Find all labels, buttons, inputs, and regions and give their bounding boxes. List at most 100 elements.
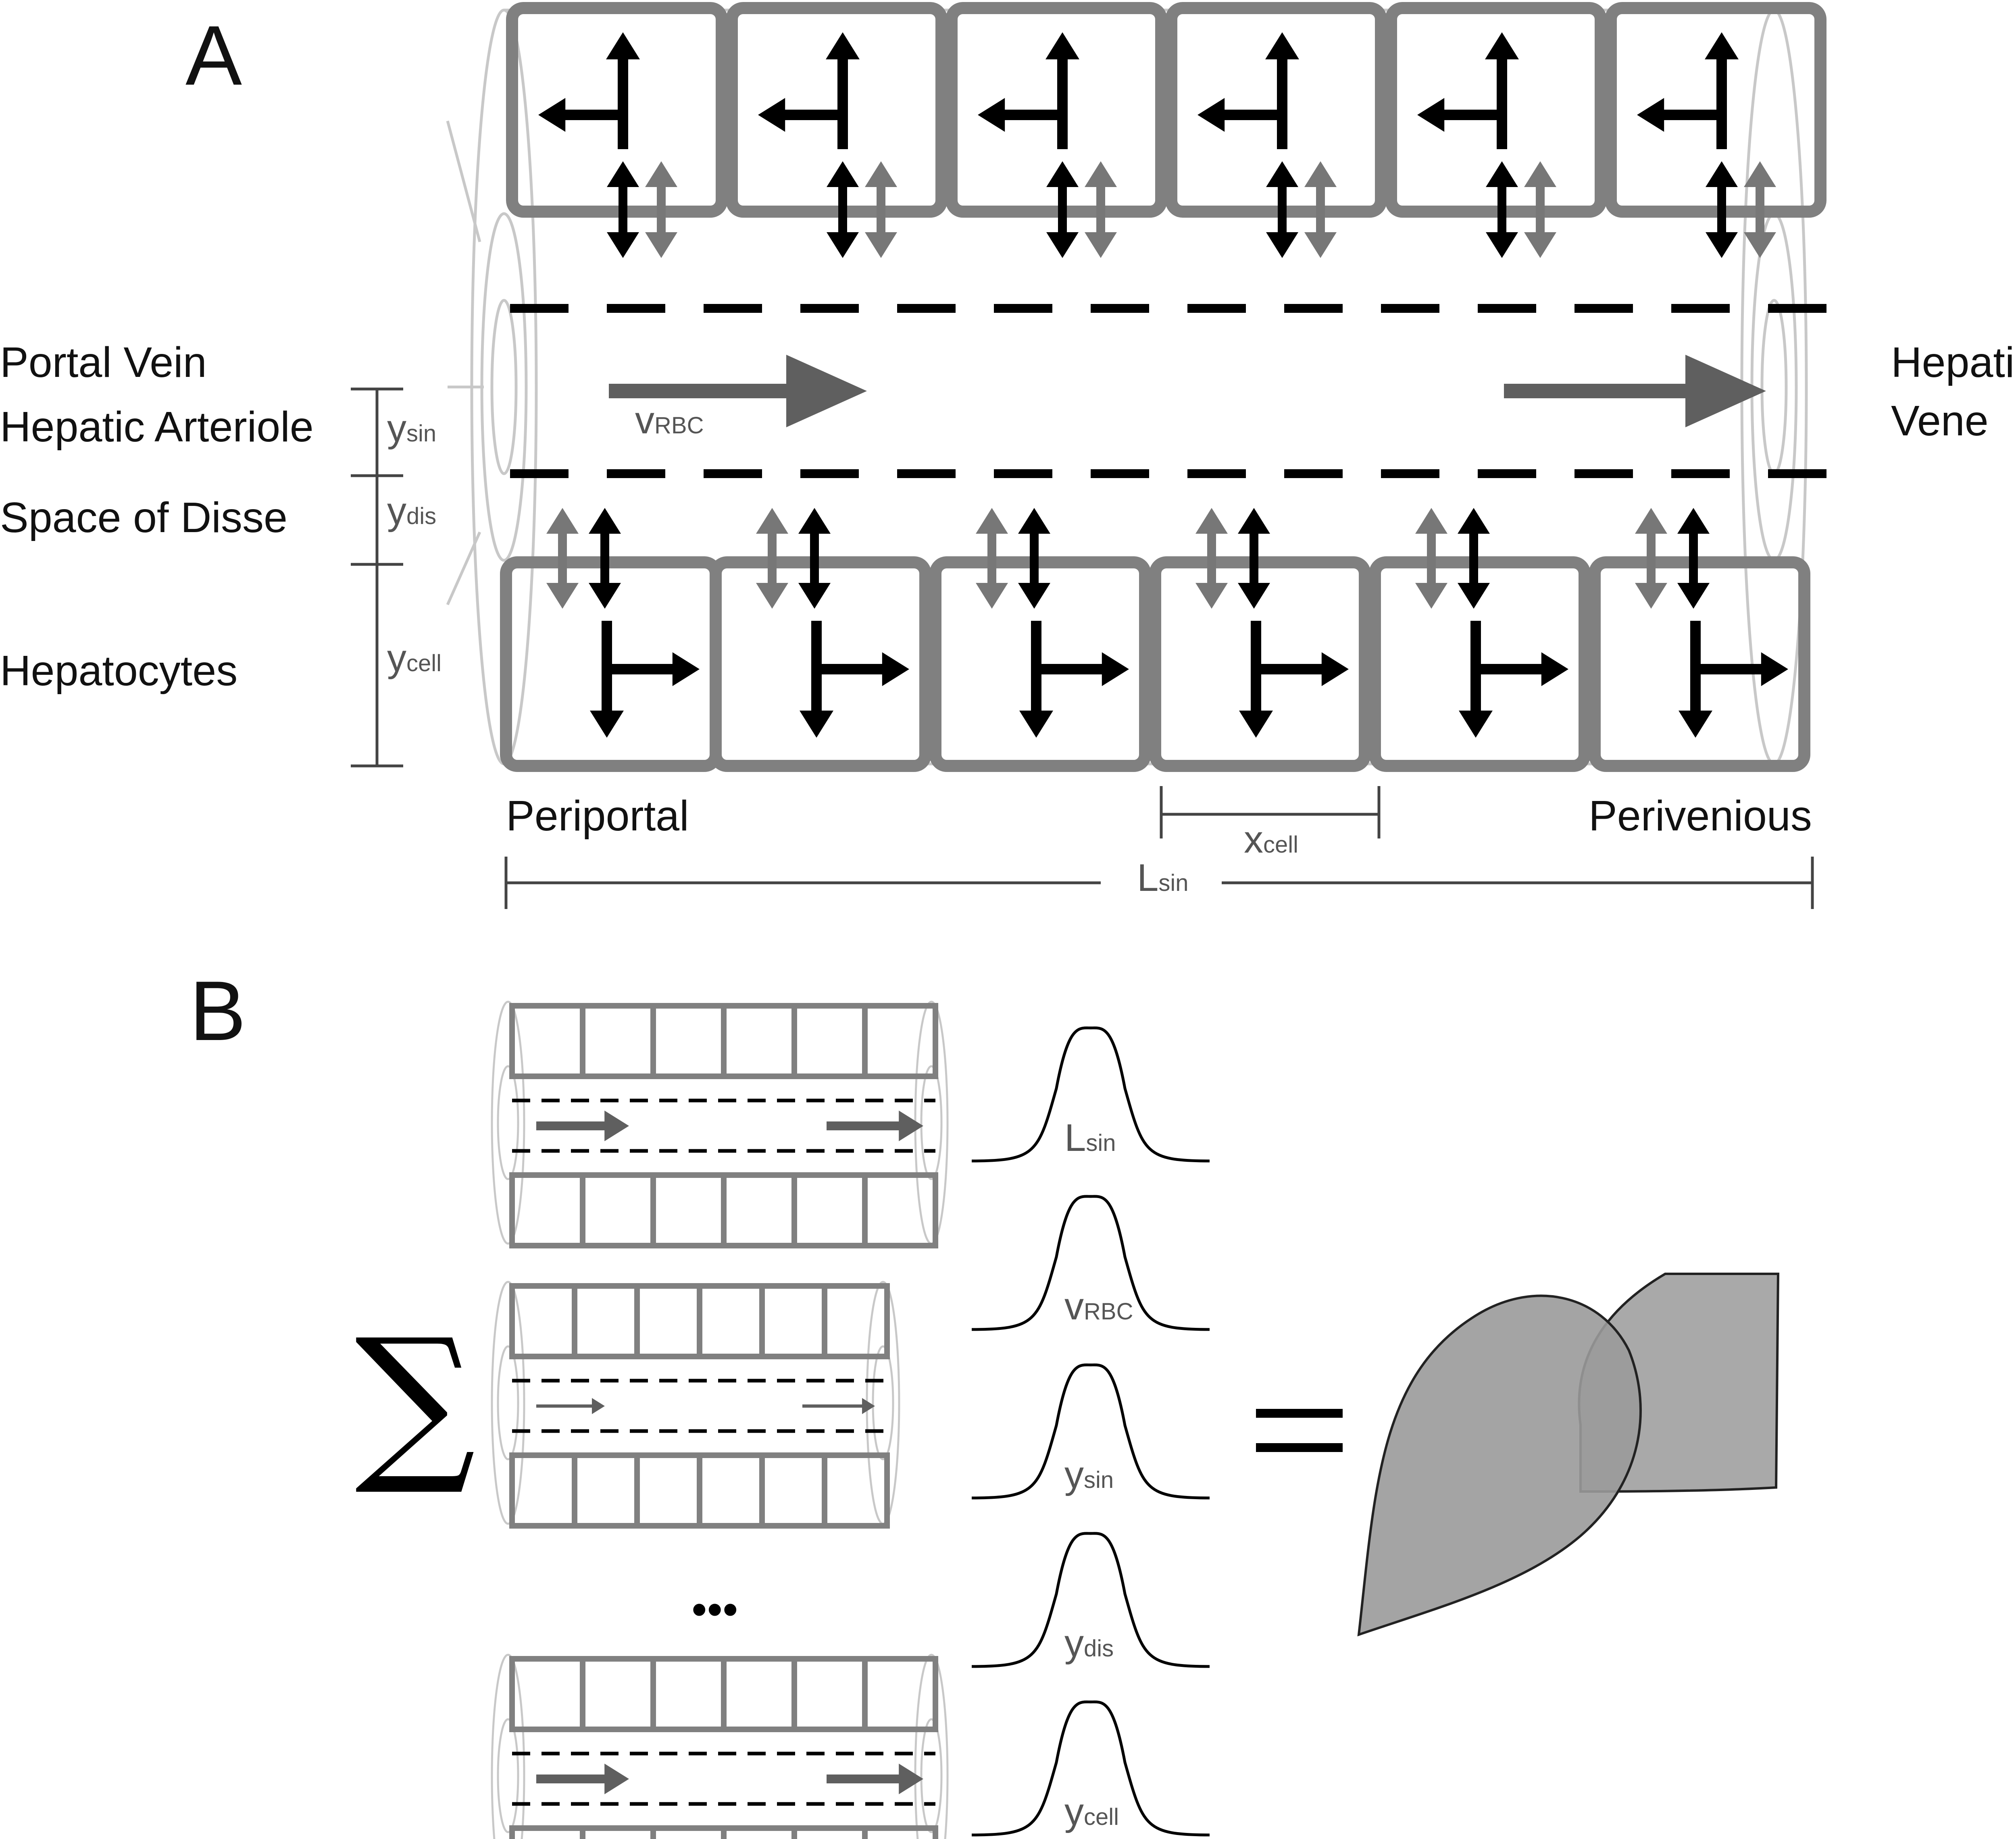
mini-cell xyxy=(791,1825,868,1839)
distribution-curve: vRBC xyxy=(971,1195,1210,1331)
mini-cell xyxy=(822,1283,890,1359)
mini-cell xyxy=(580,1172,656,1248)
mini-cell xyxy=(697,1452,765,1529)
mini-flow-arrow xyxy=(827,1764,923,1794)
mini-cell xyxy=(572,1452,640,1529)
blood-flow-arrows xyxy=(609,355,1766,427)
uptake-arrow-down xyxy=(1019,621,1053,738)
uptake-arrow-up xyxy=(1045,32,1079,149)
mini-cell xyxy=(509,1825,585,1839)
mini-cell xyxy=(791,1656,868,1732)
distribution-label: ydis xyxy=(1064,1622,1114,1665)
distribution-label: Lsin xyxy=(1064,1116,1116,1159)
hepatocyte-cell-top xyxy=(1605,2,1826,218)
mini-cell xyxy=(650,1172,727,1248)
space-of-disse-label: Space of Disse xyxy=(0,494,287,541)
mini-cell xyxy=(791,1172,868,1248)
mini-cell xyxy=(791,1003,868,1079)
vertical-dimension-bar xyxy=(351,387,403,768)
uptake-arrow-right xyxy=(816,652,909,686)
exchange-arrow-black-top xyxy=(607,161,639,258)
exchange-arrows xyxy=(546,161,1776,609)
exchange-arrow-grey-bottom xyxy=(1415,508,1447,609)
mini-cell xyxy=(650,1825,727,1839)
uptake-arrow-left xyxy=(1417,98,1502,132)
distribution-label: vRBC xyxy=(1064,1285,1133,1328)
mini-flow-arrow xyxy=(827,1111,923,1141)
uptake-arrow-down xyxy=(800,621,833,738)
sum-symbol: ∑ xyxy=(355,1302,476,1500)
portal-vein-label: Portal Vein xyxy=(0,339,207,386)
mini-cell xyxy=(572,1283,640,1359)
uptake-arrow-left xyxy=(538,98,623,132)
exchange-arrow-black-top xyxy=(1706,161,1738,258)
uptake-arrow-down xyxy=(1239,621,1273,738)
endothelium-dashed-lines xyxy=(510,304,1826,478)
uptake-arrow-up xyxy=(606,32,640,149)
uptake-arrow-right xyxy=(1256,652,1349,686)
uptake-arrow-up xyxy=(1485,32,1519,149)
mini-cell xyxy=(822,1452,890,1529)
exchange-arrow-grey-bottom xyxy=(976,508,1008,609)
mini-cell xyxy=(721,1003,797,1079)
mini-flow-arrow xyxy=(802,1398,875,1414)
hepatocyte-cell-bottom xyxy=(1369,556,1591,772)
panel-label-a: A xyxy=(185,8,242,103)
hepatocytes-label: Hepatocytes xyxy=(0,647,237,695)
mini-cell xyxy=(650,1003,727,1079)
mini-sinusoid xyxy=(491,1654,949,1839)
mini-flow-arrow xyxy=(536,1764,629,1794)
mini-sinusoid xyxy=(491,1281,900,1529)
exchange-arrow-black-top xyxy=(1266,161,1298,258)
hepatocyte-cell-top xyxy=(946,2,1167,218)
uptake-arrow-right xyxy=(607,652,700,686)
mini-sinusoid-models xyxy=(491,1001,949,1839)
uptake-arrow-down xyxy=(590,621,624,738)
mini-cell xyxy=(759,1452,827,1529)
y-dis-label: ydis xyxy=(387,489,436,533)
uptake-arrow-left xyxy=(978,98,1062,132)
mini-sinusoid xyxy=(491,1001,949,1248)
exchange-arrow-black-bottom xyxy=(798,508,831,609)
mini-cell xyxy=(580,1825,656,1839)
mini-cell xyxy=(862,1003,938,1079)
uptake-arrow-left xyxy=(1637,98,1722,132)
exchange-arrow-grey-bottom xyxy=(756,508,788,609)
hepatocytes-bottom-row xyxy=(500,556,1810,772)
mini-cell xyxy=(721,1656,797,1732)
distribution-curve: Lsin xyxy=(971,1026,1210,1163)
parameter-distributions: Lsin vRBC ysin ydis ycell xyxy=(971,1026,1210,1837)
exchange-arrow-black-bottom xyxy=(1238,508,1270,609)
mini-cell xyxy=(580,1656,656,1732)
exchange-arrow-grey-bottom xyxy=(1195,508,1228,609)
mini-cell xyxy=(759,1283,827,1359)
uptake-arrow-down xyxy=(1679,621,1712,738)
hepatocyte-cell-bottom xyxy=(1589,556,1810,772)
l-sin-label: Lsin xyxy=(1137,856,1189,899)
panel-label-b: B xyxy=(190,963,246,1058)
equals-sign xyxy=(1256,1409,1343,1452)
distribution-label: ysin xyxy=(1064,1453,1114,1496)
mini-cell xyxy=(650,1656,727,1732)
uptake-arrow-up xyxy=(1705,32,1739,149)
exchange-arrow-black-bottom xyxy=(589,508,621,609)
hepatocyte-cell-bottom xyxy=(929,556,1151,772)
y-cell-label: ycell xyxy=(387,637,442,680)
mini-cell xyxy=(862,1172,938,1248)
v-rbc-label: vRBC xyxy=(635,399,704,442)
exchange-arrow-black-bottom xyxy=(1677,508,1710,609)
uptake-arrow-right xyxy=(1695,652,1788,686)
y-sin-label: ysin xyxy=(387,407,436,450)
mini-cell xyxy=(634,1283,702,1359)
x-cell-label: xcell xyxy=(1244,818,1298,861)
uptake-arrow-left xyxy=(1198,98,1282,132)
distribution-curve: ysin xyxy=(971,1363,1210,1500)
exchange-arrow-grey-bottom xyxy=(546,508,579,609)
uptake-arrow-left xyxy=(758,98,843,132)
hepatocyte-cell-bottom xyxy=(710,556,931,772)
mini-flow-arrow xyxy=(536,1398,605,1414)
exchange-arrow-grey-top xyxy=(645,161,677,258)
exchange-arrow-black-bottom xyxy=(1018,508,1050,609)
hepatic-vene-label-line2: Vene xyxy=(1891,397,1989,445)
